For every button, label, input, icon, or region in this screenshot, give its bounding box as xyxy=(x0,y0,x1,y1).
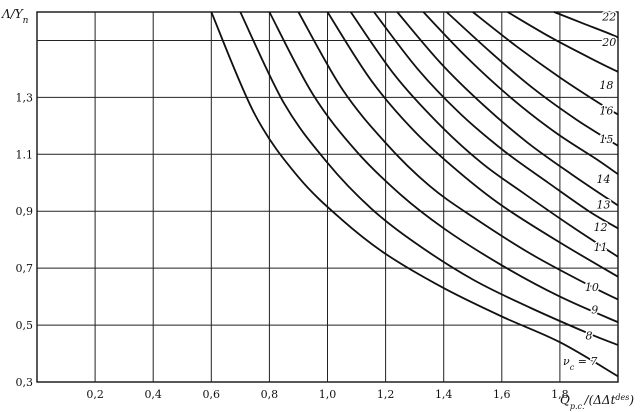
y-tick-label: 0,7 xyxy=(16,262,34,275)
x-tick-label: 0,2 xyxy=(86,388,104,401)
curve-8 xyxy=(239,11,619,346)
curve-10 xyxy=(297,11,619,301)
curve-label: 8 xyxy=(585,329,592,342)
x-tick-label: 1,6 xyxy=(493,388,511,401)
curve-label: 22 xyxy=(601,11,616,24)
labels: νc = 7 8 9 10 11 12 13 14 15 16 18 20 22 xyxy=(562,9,618,373)
curve-label: 18 xyxy=(599,79,613,92)
x-axis-label: Qp.c./(ΔΔtdes) xyxy=(560,393,634,411)
x-tick-label: 0,6 xyxy=(203,388,221,401)
y-tick-label: 0,5 xyxy=(16,319,34,332)
curve-label: 15 xyxy=(599,133,613,146)
x-tick-label: 1,4 xyxy=(435,388,453,401)
curve-18 xyxy=(472,11,619,116)
curve-label: νc = 7 xyxy=(563,355,597,372)
x-tick-label: 1,0 xyxy=(319,388,337,401)
curve-16 xyxy=(445,11,619,147)
curve-label: 11 xyxy=(594,241,608,254)
curve-11 xyxy=(326,11,619,278)
y-axis-label: Λ/Yn xyxy=(1,7,29,26)
curve-label: 14 xyxy=(596,173,610,186)
y-tick-label: 0,3 xyxy=(16,376,34,389)
curve-15 xyxy=(422,11,619,175)
y-tick-label: 1.1 xyxy=(16,148,34,161)
curve-13 xyxy=(373,11,619,230)
curve-label: 16 xyxy=(599,104,613,117)
curve-14 xyxy=(396,11,619,207)
x-tick-label: 0,4 xyxy=(144,388,162,401)
x-tick-label: 1,2 xyxy=(377,388,395,401)
curve-label: 12 xyxy=(594,221,608,234)
y-tick-label: 1,3 xyxy=(16,91,34,104)
grid: 0,2 0,4 0,6 0,8 1,0 1,2 1,4 1,6 1,8 0,3 0,5 0,7 0,9 1… xyxy=(16,11,619,401)
curve-label: 13 xyxy=(596,198,610,211)
curve-label: 9 xyxy=(591,304,598,317)
y-tick-label: 0,9 xyxy=(16,205,34,218)
curve-c7 xyxy=(210,11,619,378)
curve-label: 10 xyxy=(585,281,599,294)
x-tick-label: 1,8 xyxy=(551,388,569,401)
x-tick-label: 0,8 xyxy=(261,388,279,401)
curve-12 xyxy=(349,11,619,258)
curve-22 xyxy=(553,11,619,39)
curves xyxy=(210,11,619,378)
curve-label: 20 xyxy=(601,36,616,49)
curve-9 xyxy=(268,11,619,324)
curve-20 xyxy=(507,11,619,73)
